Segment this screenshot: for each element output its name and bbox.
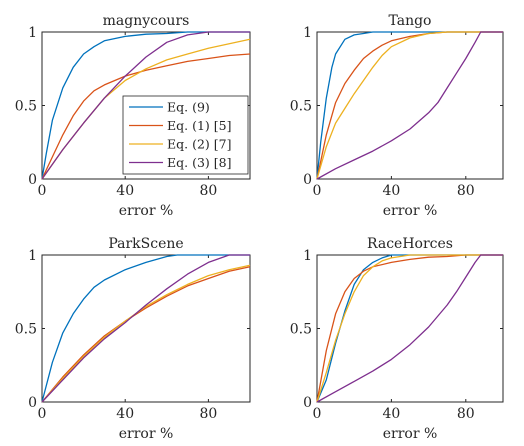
x-tick-label: 80 xyxy=(199,406,217,422)
series-line-2 xyxy=(41,266,251,403)
y-tick-label: 0 xyxy=(303,395,312,411)
x-tick-label: 40 xyxy=(116,406,134,422)
series-line-3 xyxy=(41,264,251,403)
y-tick-label: 0.5 xyxy=(290,322,312,338)
x-tick-label: 0 xyxy=(38,406,47,422)
legend-box xyxy=(122,95,249,175)
x-tick-label: 80 xyxy=(457,183,475,199)
chart-title: RaceHorces xyxy=(367,236,453,252)
y-tick-label: 0.5 xyxy=(15,322,37,338)
series-line-4 xyxy=(41,254,250,403)
y-tick-label: 0 xyxy=(28,172,37,188)
series-line-4 xyxy=(316,31,503,180)
plot-area xyxy=(316,31,504,180)
x-tick-label: 80 xyxy=(199,183,217,199)
series-line-1 xyxy=(41,254,250,403)
legend-entry: Eq. (2) [7] xyxy=(167,137,231,152)
x-tick-label: 40 xyxy=(382,183,400,199)
chart-panel-1: magnycours 0 40 80 0 0.5 1 error % Eq. (9) Eq. (1… xyxy=(15,13,251,219)
legend-entry: Eq. (9) xyxy=(167,100,210,115)
series-line-2 xyxy=(41,53,251,180)
y-tick-label: 0.5 xyxy=(15,99,37,115)
chart-panel-4: RaceHorces 0 40 80 0 0.5 1 error % xyxy=(290,236,504,442)
legend-entry: Eq. (3) [8] xyxy=(167,155,231,170)
legend: Eq. (9) Eq. (1) [5] Eq. (2) [7] Eq. (3) [8] xyxy=(122,95,249,175)
plot-area xyxy=(41,254,251,403)
plot-area xyxy=(316,254,504,403)
series-line-3 xyxy=(316,254,503,403)
x-tick-label: 40 xyxy=(116,183,134,199)
legend-entry: Eq. (1) [5] xyxy=(167,118,231,133)
series-line-4 xyxy=(316,254,503,403)
chart-title: magnycours xyxy=(103,13,190,29)
chart-title: ParkScene xyxy=(108,236,183,252)
x-tick-label: 80 xyxy=(457,406,475,422)
x-tick-label: 40 xyxy=(382,406,400,422)
chart-title: Tango xyxy=(388,13,431,29)
series-line-1 xyxy=(41,31,250,180)
y-tick-label: 0.5 xyxy=(290,99,312,115)
x-tick-label: 0 xyxy=(313,183,322,199)
x-tick-label: 0 xyxy=(313,406,322,422)
series-line-3 xyxy=(316,31,503,180)
series-line-1 xyxy=(316,254,503,403)
chart-panel-3: ParkScene 0 40 80 0 0.5 1 error % xyxy=(15,236,251,442)
chart-panel-2: Tango 0 40 80 0 0.5 1 error % xyxy=(290,13,504,219)
series-line-4 xyxy=(41,31,250,180)
y-tick-label: 1 xyxy=(303,25,312,41)
y-tick-label: 0 xyxy=(303,172,312,188)
x-axis-label: error % xyxy=(119,426,174,442)
y-tick-label: 1 xyxy=(303,248,312,264)
x-axis-label: error % xyxy=(383,203,438,219)
y-tick-label: 1 xyxy=(28,248,37,264)
x-axis-label: error % xyxy=(383,426,438,442)
y-tick-label: 1 xyxy=(28,25,37,41)
y-tick-label: 0 xyxy=(28,395,37,411)
x-tick-label: 0 xyxy=(38,183,47,199)
series-line-1 xyxy=(316,31,503,180)
x-axis-label: error % xyxy=(119,203,174,219)
